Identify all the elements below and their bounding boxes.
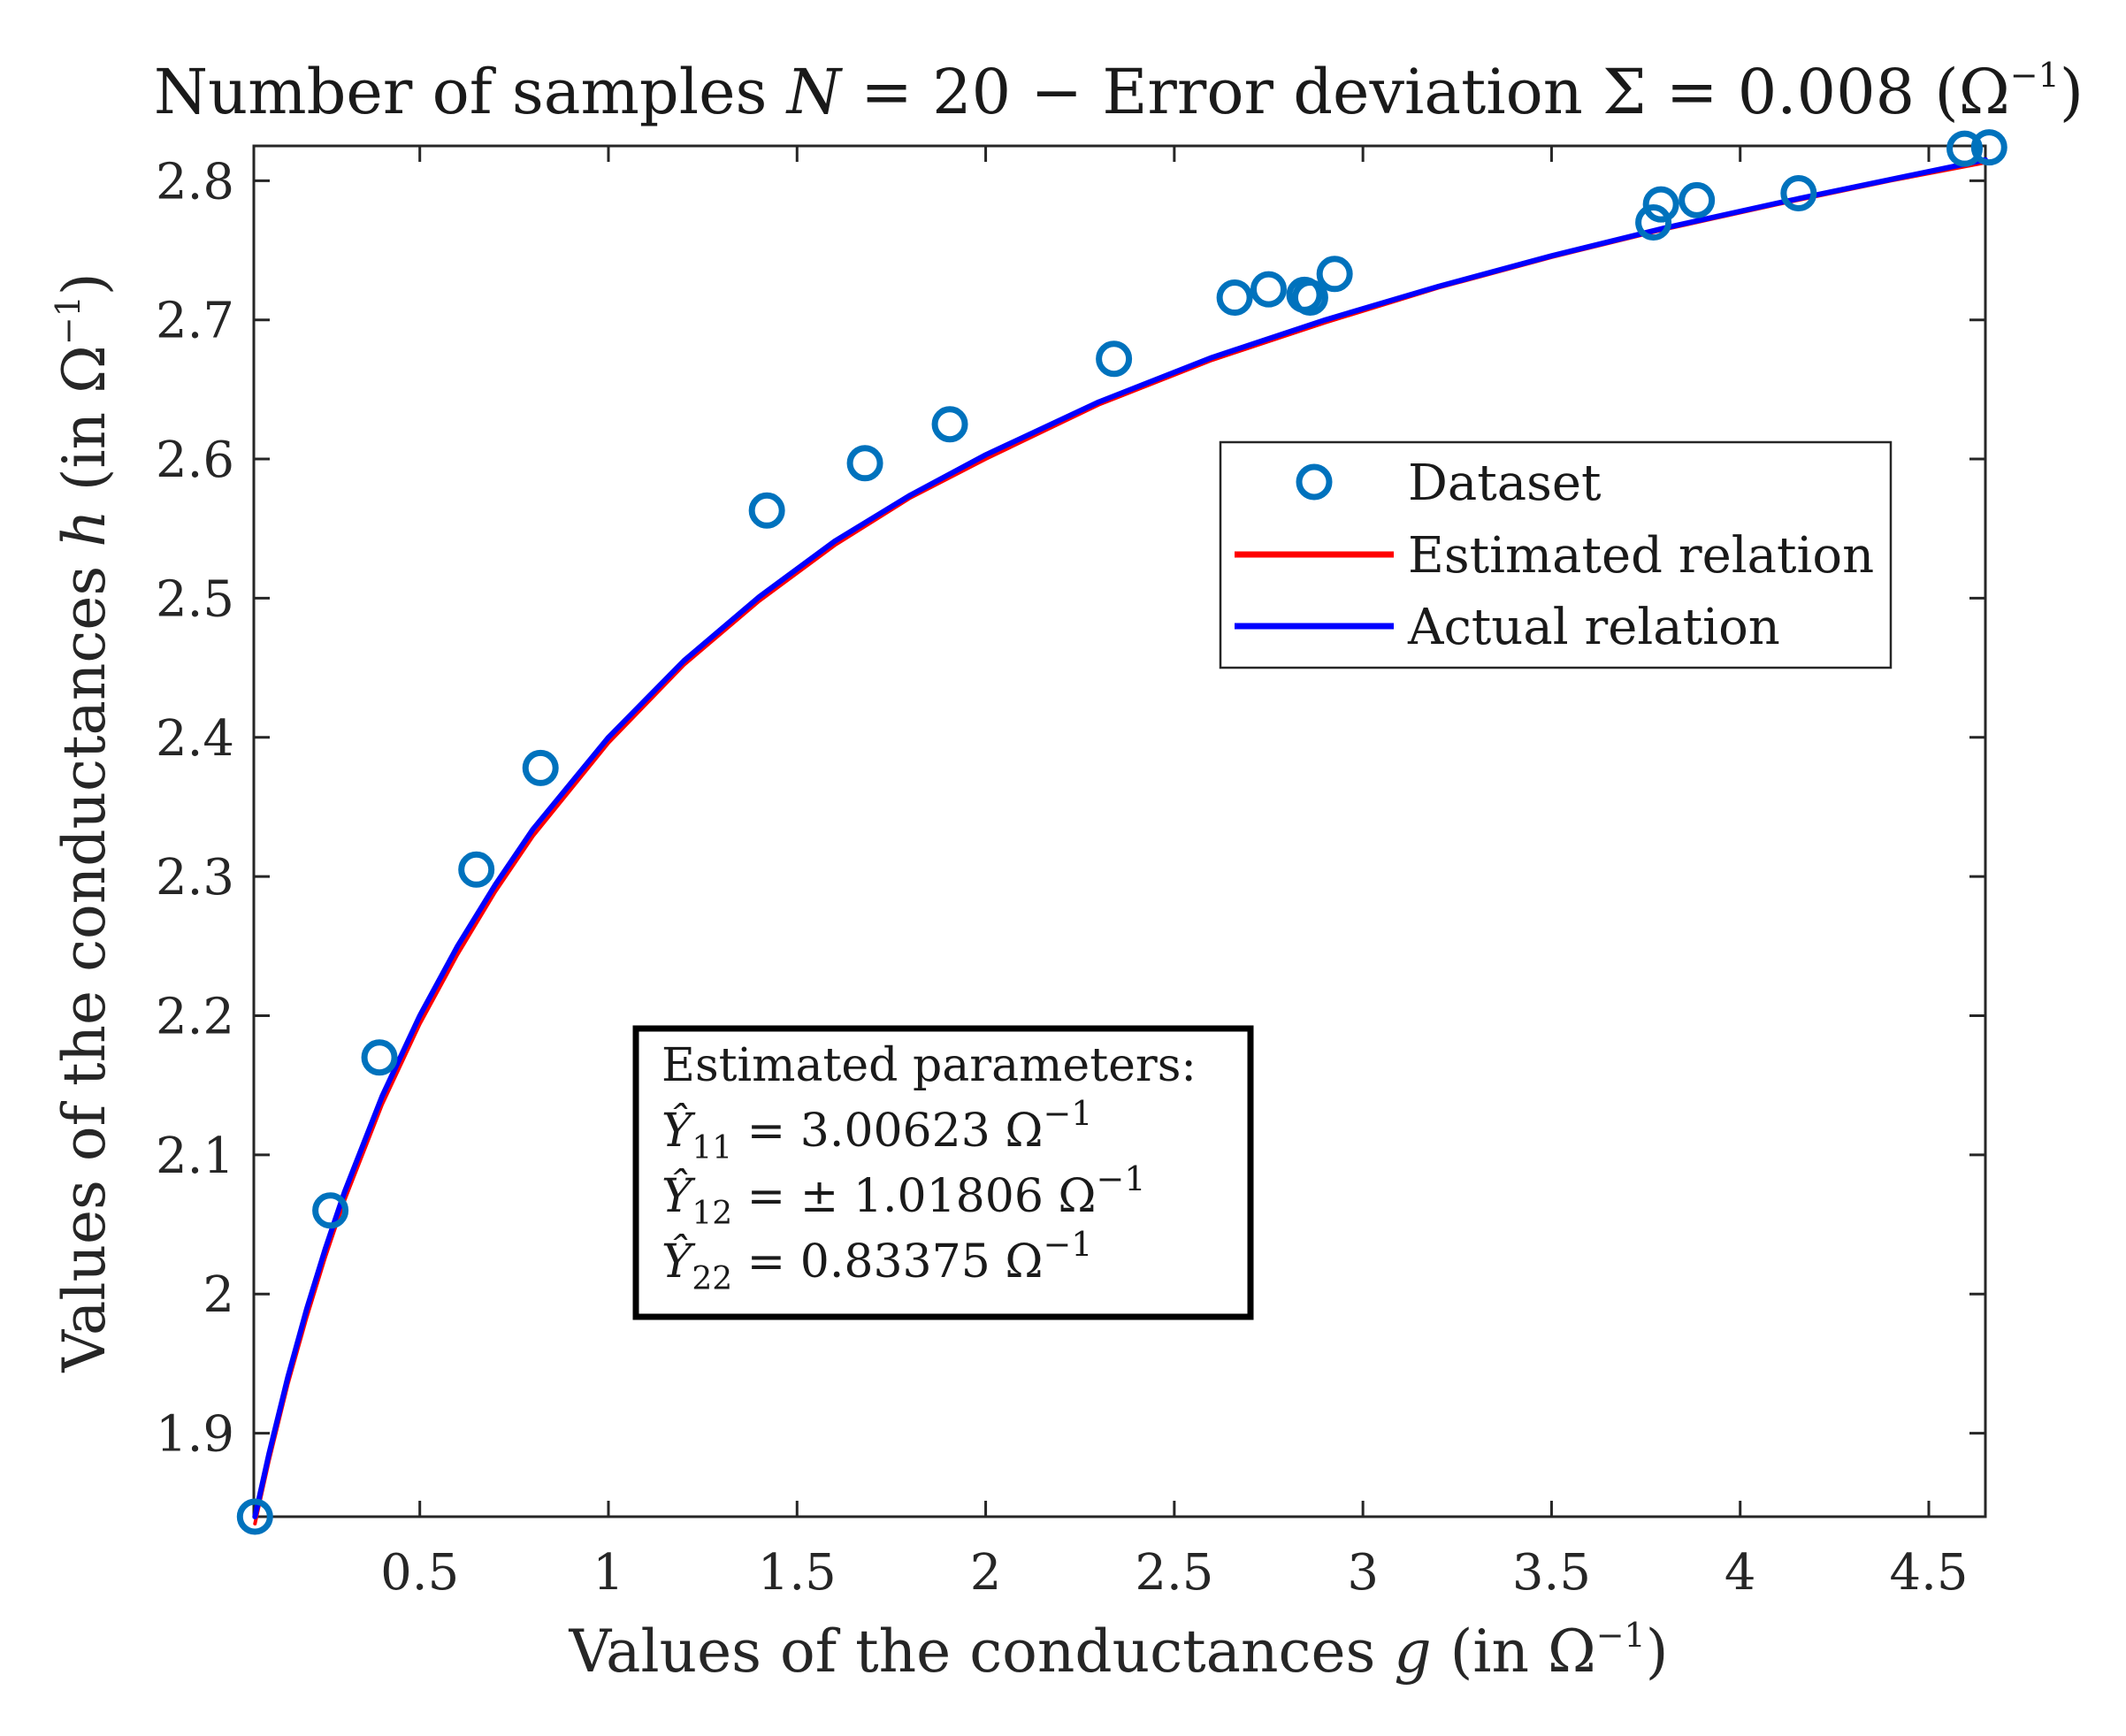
dataset-point	[1970, 129, 2007, 166]
x-tick-label: 2.5	[1135, 1544, 1213, 1602]
dataset-point	[931, 406, 968, 443]
parameter-y12: Ŷ12 = ± 1.01806 Ω−1	[662, 1159, 1146, 1232]
x-tick-label: 3	[1347, 1544, 1379, 1602]
dataset-point	[236, 1498, 273, 1535]
dataset-point	[1291, 279, 1328, 317]
x-tick-label: 2	[970, 1544, 1002, 1602]
series-line-actual-relation	[252, 157, 1988, 1519]
y-tick-label: 2.6	[156, 432, 234, 489]
y-tick-label: 2.5	[156, 570, 234, 628]
dataset-point	[1216, 279, 1253, 317]
parameter-heading: Estimated parameters:	[662, 1039, 1197, 1092]
x-axis-label: Values of the conductances g (in Ω−1)	[569, 1616, 1669, 1686]
y-tick-label: 2.1	[156, 1128, 234, 1185]
dataset-point	[1679, 181, 1716, 218]
dataset-point	[1946, 130, 1984, 167]
y-tick-label: 2.8	[156, 153, 234, 210]
dataset-points	[236, 129, 2007, 1535]
dataset-point	[361, 1039, 398, 1076]
chart-title: Number of samples N = 20 − Error deviati…	[154, 56, 2084, 128]
dataset-point	[522, 749, 559, 786]
y-axis-ticks: 1.9 2 2.1 2.2 2.3 2.4 2.5 2.6 2.7 2.8	[156, 153, 1985, 1464]
dataset-point	[1316, 256, 1353, 293]
y-tick-label: 2.3	[156, 849, 234, 906]
dataset-point	[1780, 175, 1817, 212]
dataset-point	[1250, 271, 1287, 308]
x-tick-label: 0.5	[380, 1544, 459, 1602]
dataset-point	[458, 851, 495, 888]
y-axis-label: Values of the conductances h (in Ω−1)	[49, 272, 119, 1373]
y-tick-label: 2.2	[156, 989, 234, 1046]
dataset-point	[1096, 340, 1133, 378]
y-tick-label: 1.9	[156, 1406, 234, 1464]
parameter-y11: Ŷ11 = 3.00623 Ω−1	[662, 1094, 1092, 1166]
dataset-point	[748, 492, 785, 529]
parameter-annotation: Estimated parameters: Ŷ11 = 3.00623 Ω−1 …	[632, 1025, 1254, 1320]
legend-label-estimated: Estimated relation	[1408, 527, 1874, 585]
legend-label-dataset: Dataset	[1408, 455, 1602, 512]
legend-label-actual: Actual relation	[1407, 599, 1780, 656]
legend: Dataset Estimated relation Actual relati…	[1219, 440, 1893, 669]
parameter-box	[632, 1025, 1254, 1320]
dataset-point	[312, 1192, 349, 1229]
x-tick-label: 1.5	[758, 1544, 837, 1602]
x-tick-label: 4.5	[1889, 1544, 1968, 1602]
dataset-point	[846, 445, 883, 482]
dataset-point	[1635, 204, 1672, 241]
y-tick-label: 2.7	[156, 293, 234, 350]
dataset-point	[1642, 186, 1679, 223]
x-axis-ticks: 0.5 1 1.5 2 2.5 3 3.5 4 4.5	[380, 146, 1969, 1602]
x-tick-label: 1	[593, 1544, 624, 1602]
x-tick-label: 4	[1725, 1544, 1756, 1602]
legend-dataset-marker	[1296, 463, 1333, 501]
parameter-y22: Ŷ22 = 0.83375 Ω−1	[662, 1225, 1092, 1297]
y-tick-label: 2.4	[156, 710, 234, 768]
x-tick-label: 3.5	[1512, 1544, 1591, 1602]
series-layer	[252, 157, 1988, 1526]
y-tick-label: 2	[203, 1266, 234, 1324]
